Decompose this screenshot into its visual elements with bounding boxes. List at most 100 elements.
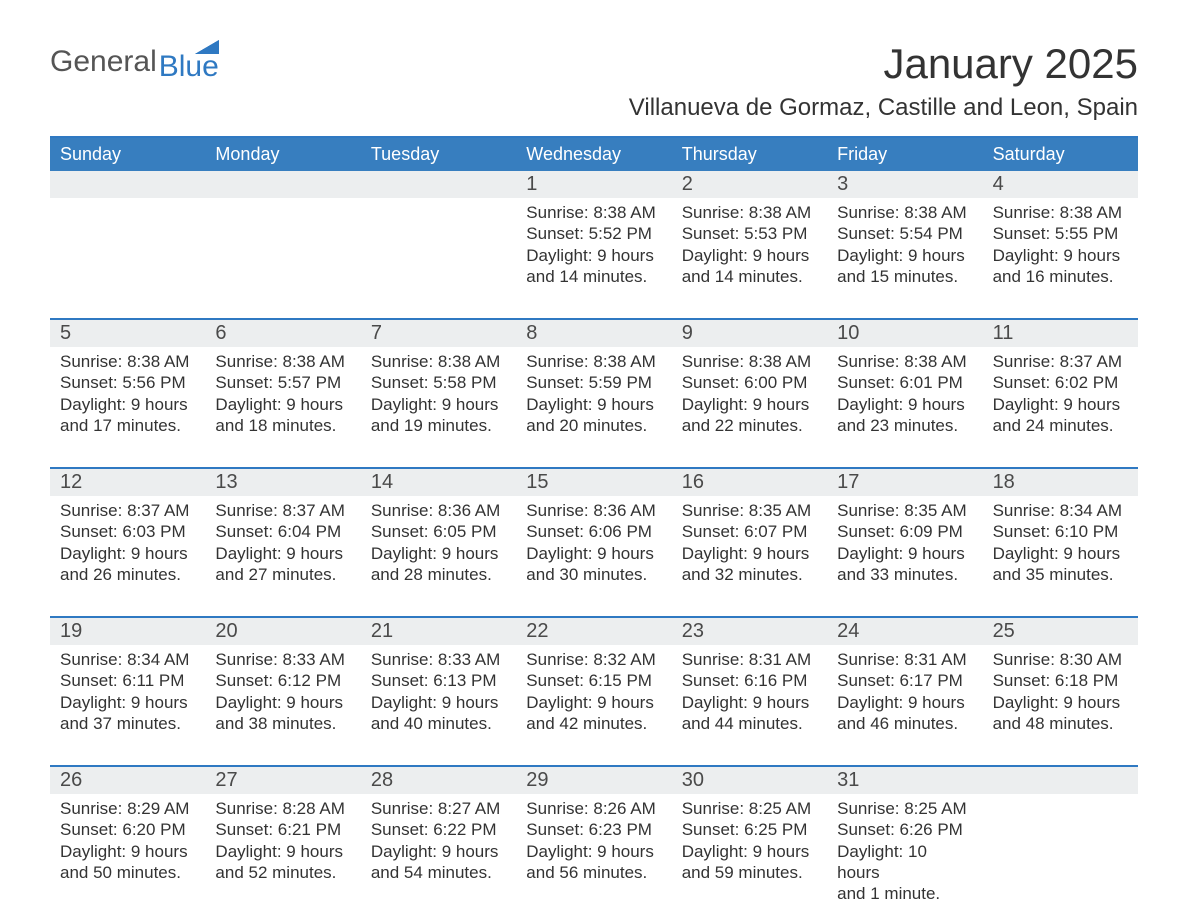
day-sunset-text: Sunset: 6:11 PM (60, 670, 195, 691)
day-day2-text: and 50 minutes. (60, 862, 195, 883)
day-cell: Sunrise: 8:26 AMSunset: 6:23 PMDaylight:… (516, 794, 671, 910)
day-number: 20 (205, 618, 360, 645)
day-sunrise-text: Sunrise: 8:38 AM (837, 351, 972, 372)
day-day1-text: Daylight: 9 hours (993, 692, 1128, 713)
logo: General Blue (50, 40, 219, 84)
day-sunset-text: Sunset: 6:26 PM (837, 819, 972, 840)
day-sunset-text: Sunset: 6:20 PM (60, 819, 195, 840)
day-cell: Sunrise: 8:33 AMSunset: 6:13 PMDaylight:… (361, 645, 516, 745)
day-day2-text: and 28 minutes. (371, 564, 506, 585)
day-cell: Sunrise: 8:25 AMSunset: 6:25 PMDaylight:… (672, 794, 827, 910)
day-sunset-text: Sunset: 6:06 PM (526, 521, 661, 542)
day-sunrise-text: Sunrise: 8:38 AM (526, 202, 661, 223)
day-sunrise-text: Sunrise: 8:38 AM (993, 202, 1128, 223)
day-day1-text: Daylight: 9 hours (837, 692, 972, 713)
day-sunset-text: Sunset: 5:58 PM (371, 372, 506, 393)
day-day1-text: Daylight: 9 hours (993, 543, 1128, 564)
day-number: 1 (516, 171, 671, 198)
day-day2-text: and 18 minutes. (215, 415, 350, 436)
day-day2-text: and 59 minutes. (682, 862, 817, 883)
calendar-week: 12131415161718Sunrise: 8:37 AMSunset: 6:… (50, 467, 1138, 596)
day-day1-text: Daylight: 9 hours (682, 394, 817, 415)
day-day1-text: Daylight: 10 hours (837, 841, 972, 884)
day-sunrise-text: Sunrise: 8:35 AM (682, 500, 817, 521)
day-cell: Sunrise: 8:38 AMSunset: 5:55 PMDaylight:… (983, 198, 1138, 298)
day-sunset-text: Sunset: 6:09 PM (837, 521, 972, 542)
day-sunset-text: Sunset: 6:16 PM (682, 670, 817, 691)
day-day1-text: Daylight: 9 hours (682, 245, 817, 266)
day-day2-text: and 14 minutes. (526, 266, 661, 287)
day-sunrise-text: Sunrise: 8:25 AM (837, 798, 972, 819)
day-cell (205, 198, 360, 298)
day-day2-text: and 56 minutes. (526, 862, 661, 883)
day-cell: Sunrise: 8:34 AMSunset: 6:10 PMDaylight:… (983, 496, 1138, 596)
day-day1-text: Daylight: 9 hours (526, 543, 661, 564)
location-subtitle: Villanueva de Gormaz, Castille and Leon,… (50, 94, 1138, 122)
day-sunset-text: Sunset: 5:56 PM (60, 372, 195, 393)
day-day1-text: Daylight: 9 hours (993, 245, 1128, 266)
day-number: 30 (672, 767, 827, 794)
calendar-week: 19202122232425Sunrise: 8:34 AMSunset: 6:… (50, 616, 1138, 745)
day-number: 26 (50, 767, 205, 794)
day-sunset-text: Sunset: 5:57 PM (215, 372, 350, 393)
day-sunrise-text: Sunrise: 8:36 AM (526, 500, 661, 521)
day-cell: Sunrise: 8:37 AMSunset: 6:04 PMDaylight:… (205, 496, 360, 596)
day-cell: Sunrise: 8:37 AMSunset: 6:03 PMDaylight:… (50, 496, 205, 596)
day-sunset-text: Sunset: 6:25 PM (682, 819, 817, 840)
weekday-header: Thursday (672, 138, 827, 171)
day-sunrise-text: Sunrise: 8:34 AM (993, 500, 1128, 521)
day-number-row: 262728293031. (50, 767, 1138, 794)
day-cell: Sunrise: 8:30 AMSunset: 6:18 PMDaylight:… (983, 645, 1138, 745)
day-day1-text: Daylight: 9 hours (526, 841, 661, 862)
day-cell (50, 198, 205, 298)
day-sunset-text: Sunset: 6:07 PM (682, 521, 817, 542)
day-cell: Sunrise: 8:36 AMSunset: 6:06 PMDaylight:… (516, 496, 671, 596)
day-sunset-text: Sunset: 6:23 PM (526, 819, 661, 840)
day-day1-text: Daylight: 9 hours (60, 692, 195, 713)
day-sunrise-text: Sunrise: 8:37 AM (60, 500, 195, 521)
day-day1-text: Daylight: 9 hours (215, 692, 350, 713)
day-day2-text: and 37 minutes. (60, 713, 195, 734)
page-title: January 2025 (883, 40, 1138, 88)
day-sunrise-text: Sunrise: 8:33 AM (215, 649, 350, 670)
day-sunrise-text: Sunrise: 8:32 AM (526, 649, 661, 670)
day-cell: Sunrise: 8:35 AMSunset: 6:07 PMDaylight:… (672, 496, 827, 596)
calendar-week: ...1234Sunrise: 8:38 AMSunset: 5:52 PMDa… (50, 171, 1138, 298)
day-cell: Sunrise: 8:38 AMSunset: 6:00 PMDaylight:… (672, 347, 827, 447)
day-sunrise-text: Sunrise: 8:38 AM (682, 351, 817, 372)
day-number: 19 (50, 618, 205, 645)
day-number-row: 12131415161718 (50, 469, 1138, 496)
day-day2-text: and 19 minutes. (371, 415, 506, 436)
day-sunrise-text: Sunrise: 8:38 AM (837, 202, 972, 223)
day-sunset-text: Sunset: 6:17 PM (837, 670, 972, 691)
day-day2-text: and 20 minutes. (526, 415, 661, 436)
day-number: 14 (361, 469, 516, 496)
day-number: 27 (205, 767, 360, 794)
day-number: 2 (672, 171, 827, 198)
day-number: 15 (516, 469, 671, 496)
day-sunset-text: Sunset: 5:54 PM (837, 223, 972, 244)
day-sunrise-text: Sunrise: 8:29 AM (60, 798, 195, 819)
day-sunrise-text: Sunrise: 8:38 AM (682, 202, 817, 223)
day-day2-text: and 16 minutes. (993, 266, 1128, 287)
weekday-header-row: Sunday Monday Tuesday Wednesday Thursday… (50, 138, 1138, 171)
day-day2-text: and 52 minutes. (215, 862, 350, 883)
day-sunrise-text: Sunrise: 8:38 AM (60, 351, 195, 372)
day-day1-text: Daylight: 9 hours (215, 543, 350, 564)
day-number: 13 (205, 469, 360, 496)
calendar-week: 567891011Sunrise: 8:38 AMSunset: 5:56 PM… (50, 318, 1138, 447)
day-number: 24 (827, 618, 982, 645)
day-sunrise-text: Sunrise: 8:27 AM (371, 798, 506, 819)
day-number: 10 (827, 320, 982, 347)
header-row: General Blue January 2025 (50, 40, 1138, 88)
calendar: Sunday Monday Tuesday Wednesday Thursday… (50, 136, 1138, 910)
day-sunset-text: Sunset: 5:59 PM (526, 372, 661, 393)
day-cell: Sunrise: 8:38 AMSunset: 5:52 PMDaylight:… (516, 198, 671, 298)
day-sunrise-text: Sunrise: 8:37 AM (993, 351, 1128, 372)
day-day2-text: and 48 minutes. (993, 713, 1128, 734)
day-sunset-text: Sunset: 6:05 PM (371, 521, 506, 542)
day-day2-text: and 14 minutes. (682, 266, 817, 287)
day-day2-text: and 15 minutes. (837, 266, 972, 287)
day-day1-text: Daylight: 9 hours (215, 394, 350, 415)
day-number: 6 (205, 320, 360, 347)
